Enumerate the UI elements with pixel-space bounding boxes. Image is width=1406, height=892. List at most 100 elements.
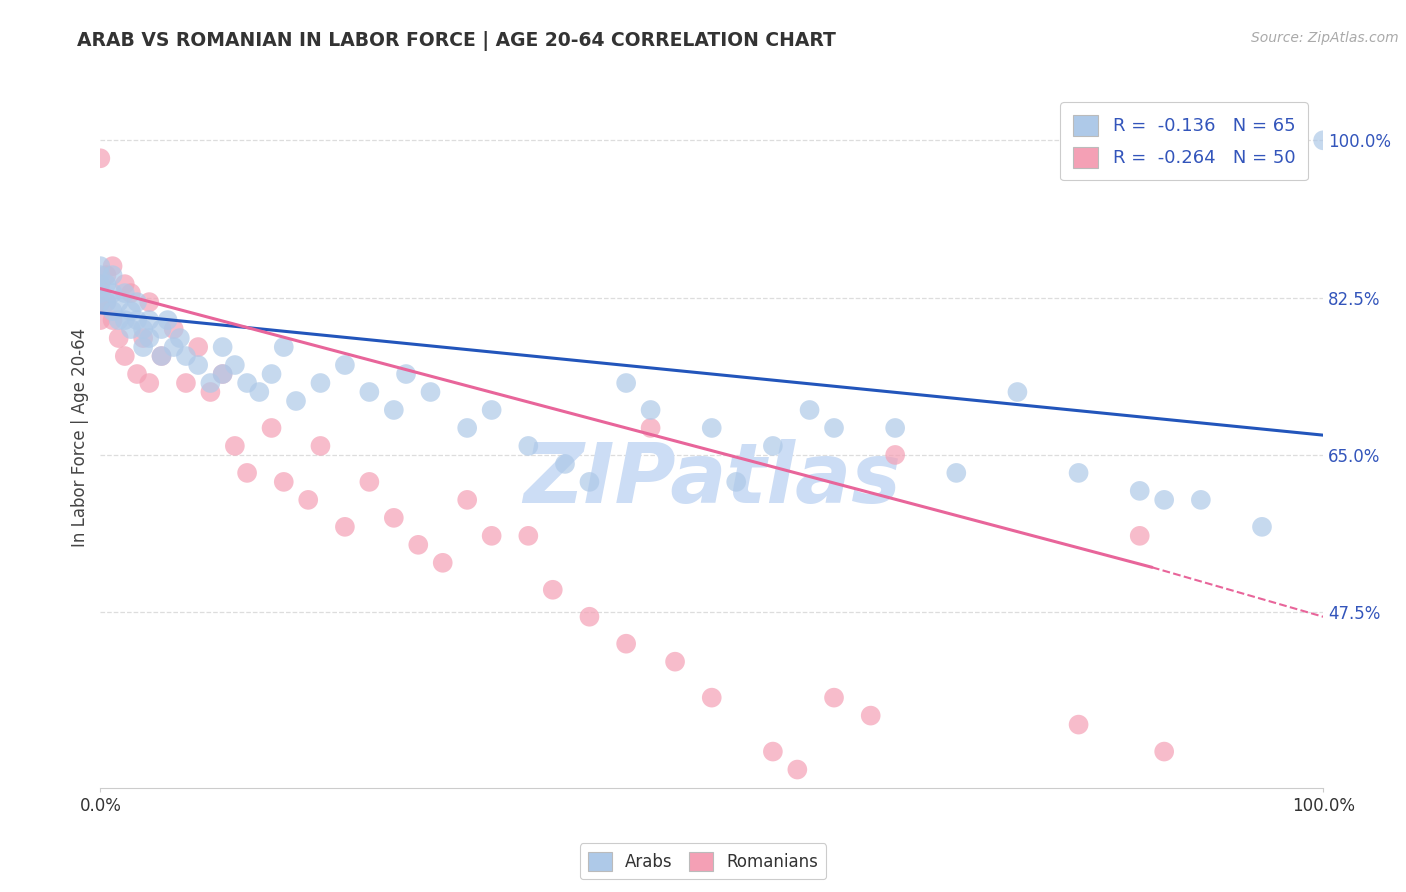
- Point: [1251, 520, 1274, 534]
- Point: [481, 529, 503, 543]
- Point: [884, 421, 907, 435]
- Point: [1067, 717, 1090, 731]
- Point: [285, 394, 308, 409]
- Point: [114, 277, 136, 292]
- Point: [297, 492, 319, 507]
- Point: [260, 421, 283, 435]
- Point: [236, 466, 259, 480]
- Point: [107, 331, 129, 345]
- Y-axis label: In Labor Force | Age 20-64: In Labor Force | Age 20-64: [72, 327, 89, 547]
- Point: [156, 313, 179, 327]
- Point: [1312, 133, 1334, 147]
- Point: [517, 439, 540, 453]
- Text: ARAB VS ROMANIAN IN LABOR FORCE | AGE 20-64 CORRELATION CHART: ARAB VS ROMANIAN IN LABOR FORCE | AGE 20…: [77, 31, 837, 51]
- Point: [700, 690, 723, 705]
- Point: [224, 358, 246, 372]
- Point: [762, 745, 785, 759]
- Point: [138, 313, 160, 327]
- Point: [187, 358, 209, 372]
- Point: [578, 609, 600, 624]
- Point: [273, 340, 295, 354]
- Point: [211, 367, 233, 381]
- Point: [309, 376, 332, 390]
- Point: [884, 448, 907, 462]
- Point: [125, 313, 148, 327]
- Point: [89, 313, 111, 327]
- Point: [859, 708, 882, 723]
- Point: [200, 376, 222, 390]
- Point: [456, 421, 478, 435]
- Point: [138, 295, 160, 310]
- Point: [125, 367, 148, 381]
- Point: [541, 582, 564, 597]
- Point: [163, 322, 186, 336]
- Point: [725, 475, 748, 489]
- Point: [114, 349, 136, 363]
- Point: [174, 349, 197, 363]
- Point: [1153, 745, 1175, 759]
- Point: [554, 457, 576, 471]
- Point: [101, 268, 124, 282]
- Point: [578, 475, 600, 489]
- Point: [333, 358, 356, 372]
- Point: [1067, 466, 1090, 480]
- Point: [224, 439, 246, 453]
- Point: [823, 421, 845, 435]
- Point: [640, 421, 662, 435]
- Point: [456, 492, 478, 507]
- Point: [236, 376, 259, 390]
- Point: [101, 286, 124, 301]
- Point: [700, 421, 723, 435]
- Point: [333, 520, 356, 534]
- Point: [823, 690, 845, 705]
- Point: [132, 340, 155, 354]
- Point: [89, 259, 111, 273]
- Point: [89, 268, 111, 282]
- Point: [640, 403, 662, 417]
- Point: [945, 466, 967, 480]
- Text: ZIPatlas: ZIPatlas: [523, 439, 901, 519]
- Point: [211, 367, 233, 381]
- Point: [200, 384, 222, 399]
- Point: [89, 277, 111, 292]
- Point: [419, 384, 441, 399]
- Point: [1007, 384, 1029, 399]
- Point: [273, 475, 295, 489]
- Point: [1129, 529, 1152, 543]
- Point: [120, 286, 142, 301]
- Point: [107, 295, 129, 310]
- Point: [359, 384, 381, 399]
- Point: [163, 340, 186, 354]
- Point: [359, 475, 381, 489]
- Point: [382, 403, 405, 417]
- Point: [120, 304, 142, 318]
- Point: [107, 313, 129, 327]
- Point: [786, 763, 808, 777]
- Text: Source: ZipAtlas.com: Source: ZipAtlas.com: [1251, 31, 1399, 45]
- Point: [96, 295, 118, 310]
- Point: [432, 556, 454, 570]
- Point: [614, 376, 637, 390]
- Point: [89, 151, 111, 165]
- Point: [138, 331, 160, 345]
- Point: [101, 304, 124, 318]
- Point: [138, 376, 160, 390]
- Point: [89, 295, 111, 310]
- Point: [96, 268, 118, 282]
- Point: [762, 439, 785, 453]
- Point: [247, 384, 270, 399]
- Point: [1153, 492, 1175, 507]
- Point: [517, 529, 540, 543]
- Point: [89, 277, 111, 292]
- Point: [1129, 483, 1152, 498]
- Point: [89, 286, 111, 301]
- Point: [481, 403, 503, 417]
- Point: [120, 322, 142, 336]
- Legend: Arabs, Romanians: Arabs, Romanians: [579, 843, 827, 880]
- Point: [96, 295, 118, 310]
- Point: [664, 655, 686, 669]
- Point: [101, 259, 124, 273]
- Legend: R =  -0.136   N = 65, R =  -0.264   N = 50: R = -0.136 N = 65, R = -0.264 N = 50: [1060, 103, 1308, 180]
- Point: [96, 277, 118, 292]
- Point: [114, 313, 136, 327]
